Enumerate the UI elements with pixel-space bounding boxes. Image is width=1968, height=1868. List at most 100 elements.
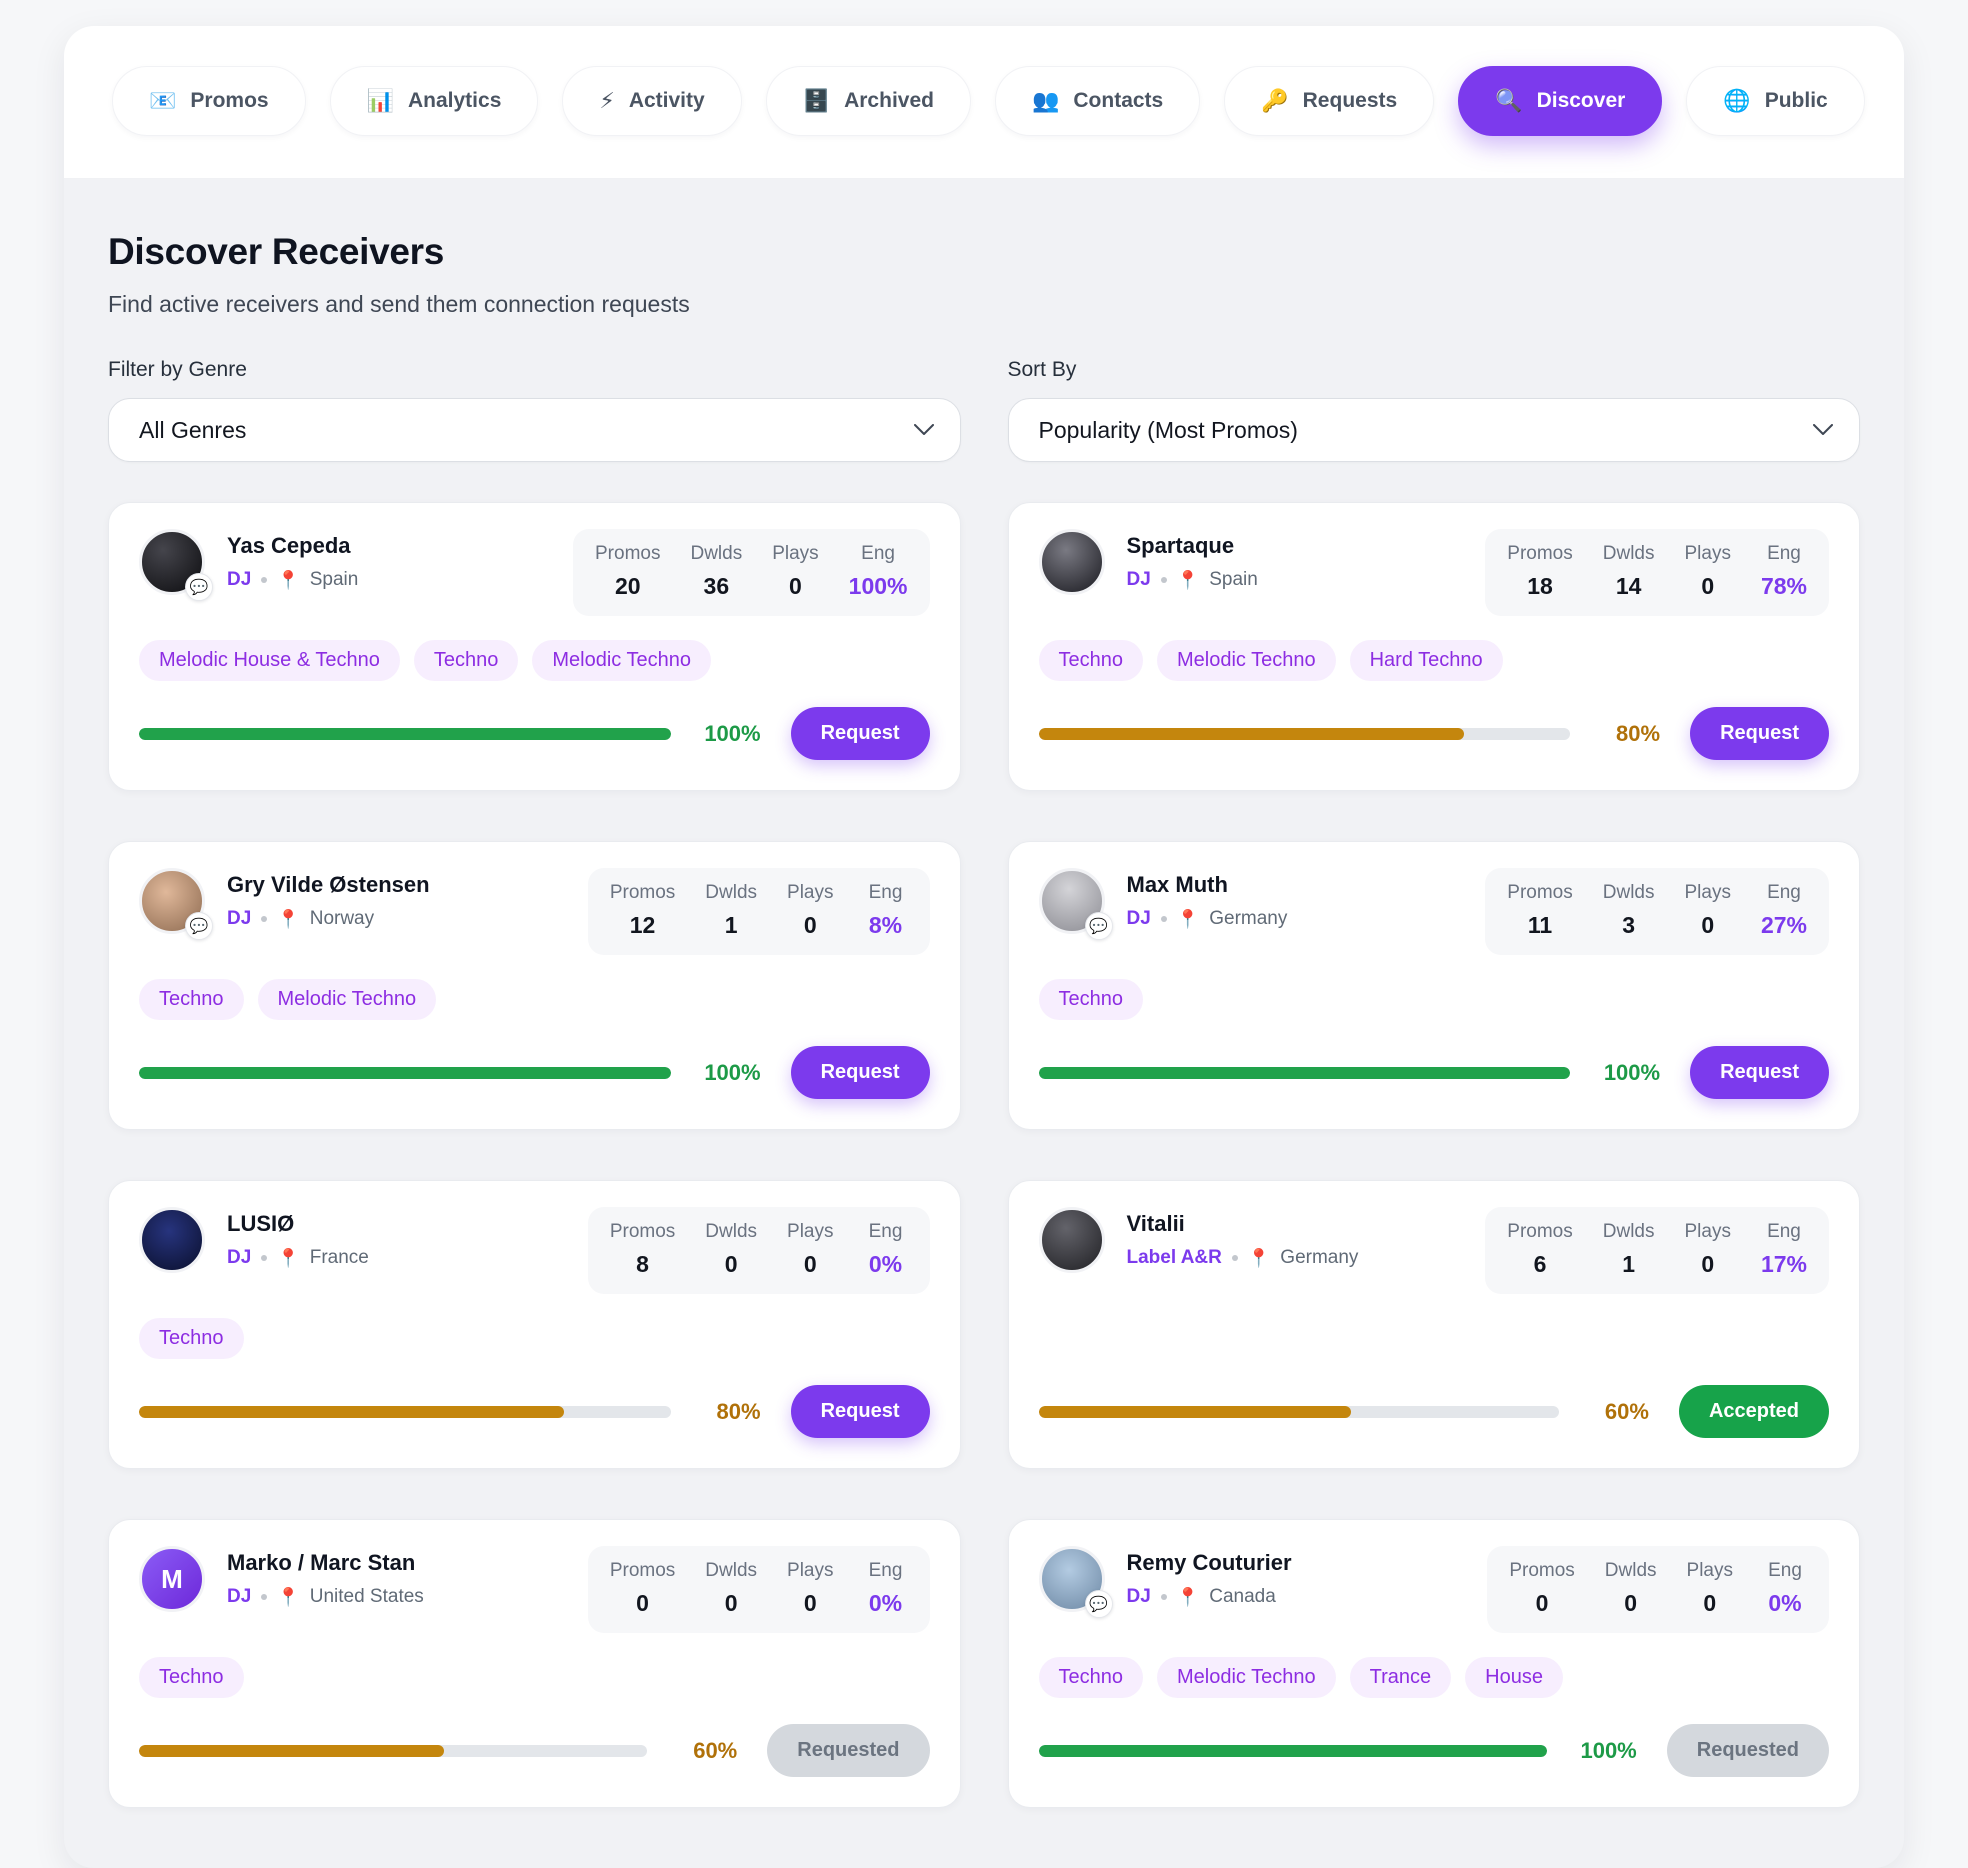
tab-requests[interactable]: 🔑 Requests [1224,66,1435,136]
tab-public[interactable]: 🌐 Public [1686,66,1865,136]
avatar: 💬 [1038,868,1113,940]
stat-dwlds: Dwlds 0 [705,1560,757,1617]
stat-label: Eng [1768,1560,1802,1581]
stat-eng: Eng 8% [864,882,908,939]
stat-value: 0 [724,1590,738,1616]
receiver-name: Max Muth [1126,872,1228,897]
genre-select[interactable]: All Genres [108,398,961,462]
tab-label: Public [1764,89,1828,112]
receiver-role: DJ [1126,1586,1151,1607]
avatar: 💬 [1038,1546,1113,1618]
request-button[interactable]: Request [1690,707,1829,760]
avatar-image [1038,1207,1105,1273]
sort-filter-group: Sort By Popularity (Most Promos) [1007,358,1860,462]
match-progress-fill [1038,1405,1351,1418]
location-pin-icon: 📍 [1176,1587,1200,1607]
receiver-country: Germany [1209,908,1288,929]
stats-panel: Promos 0 Dwlds 0 Plays 0 Eng 0% [587,1546,930,1633]
stat-plays: Plays 0 [787,1221,833,1278]
tab-activity[interactable]: ⚡ Activity [562,66,742,136]
receiver-role: DJ [1126,908,1151,929]
avatar-image [1038,529,1105,595]
request-button[interactable]: Request [790,1385,930,1438]
dot-separator [1160,916,1167,922]
receiver-role: DJ [227,908,252,929]
stat-value: 17% [1760,1251,1807,1277]
location-pin-icon: 📍 [1176,570,1200,590]
accepted-button[interactable]: Accepted [1678,1385,1829,1438]
request-button[interactable]: Request [790,1046,930,1099]
tab-label: Requests [1302,89,1398,112]
receiver-country: Germany [1280,1247,1359,1268]
stats-panel: Promos 18 Dwlds 14 Plays 0 Eng 78% [1485,529,1829,616]
people-icon: 👥 [1031,88,1060,113]
stat-promos: Promos 18 [1507,543,1572,600]
genre-chips: Melodic House & Techno Techno Melodic Tech… [139,640,930,681]
stats-panel: Promos 0 Dwlds 0 Plays 0 Eng 0% [1487,1546,1829,1633]
receiver-name: LUSIØ [227,1211,295,1236]
match-progress-fill [1038,1066,1571,1079]
location-pin-icon: 📍 [1176,909,1200,929]
tab-analytics[interactable]: 📊 Analytics [329,66,539,136]
avatar [139,1207,205,1273]
stat-label: Plays [1686,1560,1733,1581]
genre-chip: House [1465,1657,1563,1698]
match-progress-fill [1038,727,1464,740]
receiver-card: M Marko / Marc Stan DJ 📍 United States Promos… [108,1519,961,1808]
genre-chip: Melodic House & Techno [139,640,400,681]
chevron-down-icon [913,424,934,436]
tab-discover[interactable]: 🔍 Discover [1458,66,1663,136]
match-percentage: 60% [693,1737,738,1763]
genre-chips: Techno Melodic Techno Hard Techno [1038,640,1830,681]
stat-value: 1 [724,912,738,938]
stat-promos: Promos 0 [1509,1560,1574,1617]
stat-plays: Plays 0 [787,1560,833,1617]
tab-promos[interactable]: 📧 Promos [112,66,306,136]
stat-value: 8% [868,912,903,938]
sort-by-select[interactable]: Popularity (Most Promos) [1007,398,1860,462]
avatar: M [139,1546,205,1612]
stat-plays: Plays 0 [1687,1560,1733,1617]
stat-label: Eng [1767,882,1801,903]
stat-value: 0% [868,1590,903,1616]
file-cabinet-icon: 🗄️ [802,88,831,113]
chat-bubble-icon: 💬 [185,573,213,601]
stat-value: 6 [1533,1251,1547,1277]
tab-contacts[interactable]: 👥 Contacts [994,66,1201,136]
stat-value: 0 [724,1251,738,1277]
genre-chip: Techno [139,1657,244,1698]
requested-button[interactable]: Requested [1666,1724,1829,1777]
genre-chip: Techno [1038,979,1143,1020]
stat-value: 0% [1768,1590,1802,1616]
tab-label: Activity [628,89,705,112]
genre-chip: Techno [1038,640,1143,681]
stat-label: Dwlds [1604,1560,1657,1581]
request-button[interactable]: Request [1690,1046,1829,1099]
tab-archived[interactable]: 🗄️ Archived [765,66,971,136]
avatar: 💬 [139,868,213,940]
match-progress-track [139,1744,648,1757]
stat-value: 78% [1760,573,1807,599]
tab-label: Promos [190,89,269,112]
match-progress-track [1038,727,1571,740]
stat-label: Eng [1767,1221,1801,1242]
match-progress-track [1038,1405,1559,1418]
stat-label: Plays [787,882,834,903]
genre-filter-group: Filter by Genre All Genres [108,358,961,462]
stat-value: 27% [1760,912,1807,938]
stat-label: Plays [787,1221,834,1242]
stat-value: 0 [1701,1251,1715,1277]
match-progress-fill [1038,1744,1547,1757]
stats-panel: Promos 20 Dwlds 36 Plays 0 Eng 100% [573,529,930,616]
genre-chip: Hard Techno [1349,640,1503,681]
requested-button[interactable]: Requested [767,1724,930,1777]
stat-value: 100% [848,573,908,599]
stats-panel: Promos 11 Dwlds 3 Plays 0 Eng 27% [1485,868,1829,955]
genre-chip: Melodic Techno [257,979,437,1020]
stat-value: 0 [1624,1590,1638,1616]
genre-filter-label: Filter by Genre [108,358,247,381]
stat-value: 1 [1622,1251,1636,1277]
request-button[interactable]: Request [790,707,930,760]
receiver-country: Spain [1209,569,1258,590]
location-pin-icon: 📍 [277,909,300,929]
